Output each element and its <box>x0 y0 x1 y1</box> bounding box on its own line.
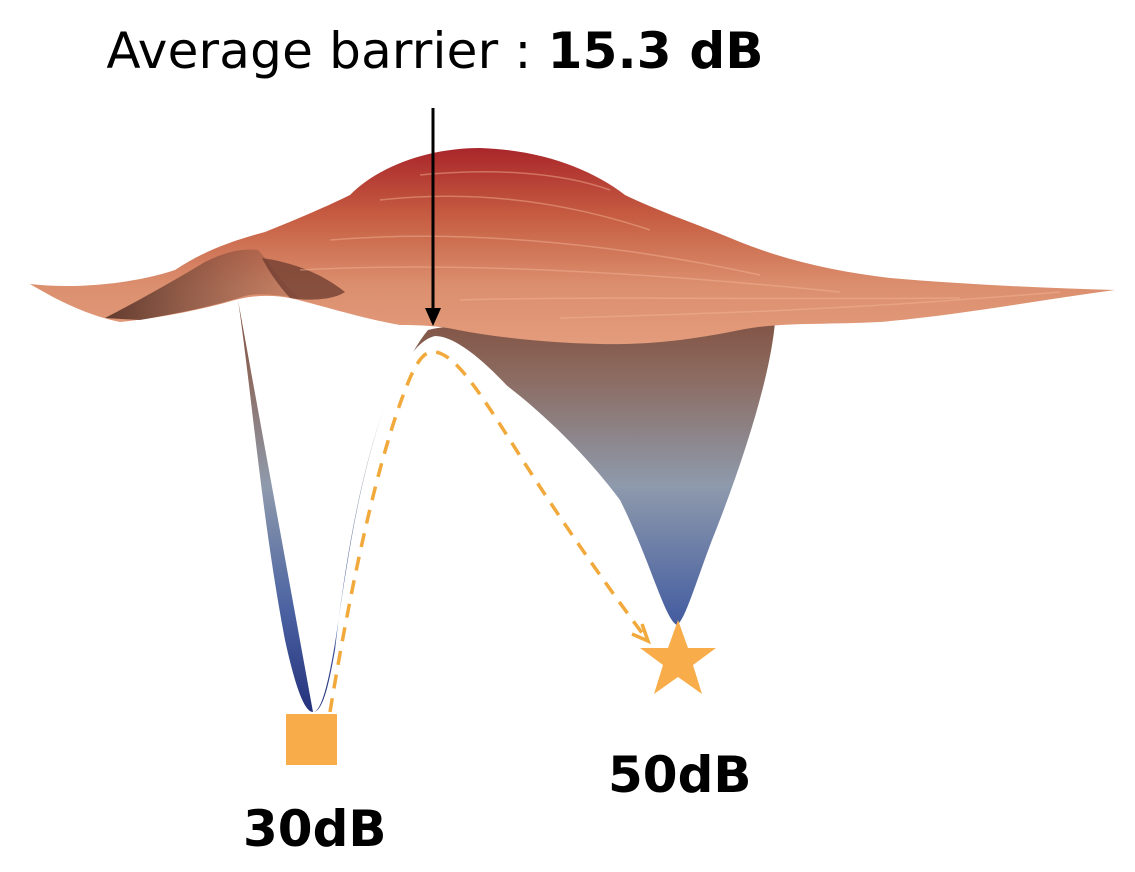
end-state-label: 50dB <box>608 746 752 804</box>
barrier-arrowhead <box>425 308 441 326</box>
surface-streaks <box>299 171 1061 319</box>
transition-path-arrowhead <box>631 623 651 645</box>
diagram-title: Average barrier : 15.3 dB <box>0 22 870 80</box>
square-icon <box>286 714 337 765</box>
transition-path <box>328 349 647 713</box>
barrier-gap <box>335 336 676 690</box>
landscape-surface <box>30 148 1115 345</box>
left-ridge-shadow <box>105 249 300 320</box>
title-prefix: Average barrier : <box>106 22 548 80</box>
start-state-label: 30dB <box>243 800 387 858</box>
star-icon <box>640 620 716 694</box>
barrier-value: 15.3 dB <box>547 22 764 80</box>
left-well <box>238 300 775 712</box>
